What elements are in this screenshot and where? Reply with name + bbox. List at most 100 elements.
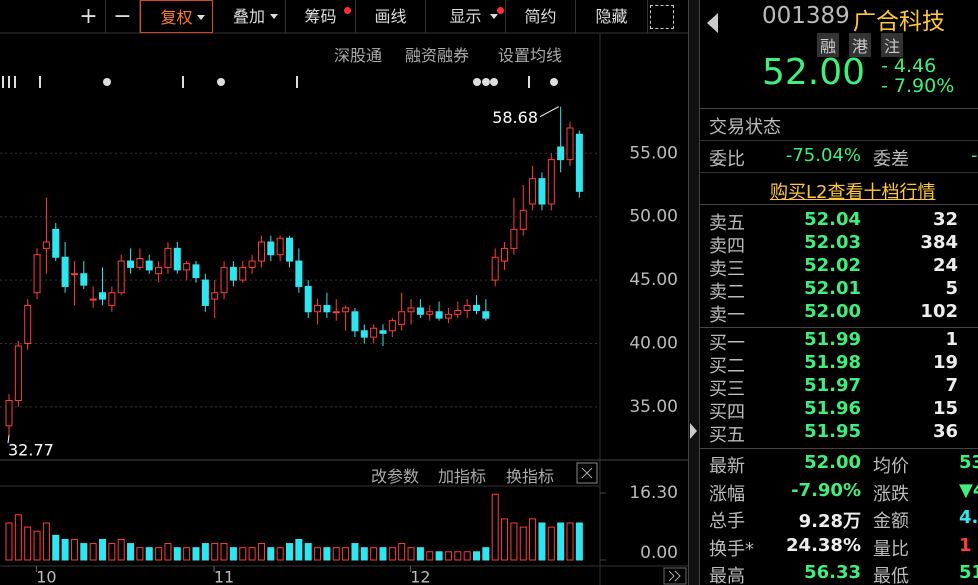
book-price: 52.04 xyxy=(804,209,861,230)
volume-bar xyxy=(229,547,237,561)
volume-bar xyxy=(510,522,518,561)
annotation-arrow xyxy=(539,106,559,118)
candle-body xyxy=(173,247,181,271)
sub-menu[interactable]: 融资融券 xyxy=(405,46,470,65)
l2-link[interactable]: 购买L2查看十档行情 xyxy=(770,182,936,203)
candle-body xyxy=(473,304,480,311)
volume-bar xyxy=(435,551,443,561)
label: 委差 xyxy=(873,149,909,170)
candle-body xyxy=(519,209,527,230)
volume-bar xyxy=(14,514,22,561)
volume-bar xyxy=(304,543,312,561)
volume-bar xyxy=(192,547,200,561)
volume-bar xyxy=(155,547,163,561)
candle-body xyxy=(108,292,116,306)
divider xyxy=(699,172,978,173)
event-markers xyxy=(2,76,558,88)
divider xyxy=(699,108,978,109)
stat-value: 52.00 xyxy=(804,452,861,473)
stat-value: 51 xyxy=(959,562,978,583)
close-icon xyxy=(581,467,593,479)
candle-body xyxy=(342,307,350,313)
book-volume: 24 xyxy=(932,255,958,276)
toolbar-button[interactable]: 叠加 xyxy=(213,0,286,33)
volume-bar xyxy=(426,551,434,561)
candle-body xyxy=(164,247,172,268)
volume-bar xyxy=(145,547,153,561)
divider xyxy=(699,448,978,449)
toolbar-button[interactable]: 简约 xyxy=(506,0,576,33)
volume-bar xyxy=(33,530,41,561)
candle-body xyxy=(192,264,200,279)
indicator-menu[interactable]: 加指标 xyxy=(438,467,487,486)
candle-body xyxy=(360,330,368,338)
candle-body xyxy=(454,309,462,315)
label: 委比 xyxy=(709,149,745,170)
y-tick-label: 55.00 xyxy=(629,143,678,163)
candle-body xyxy=(566,127,574,161)
close-button[interactable] xyxy=(576,462,598,484)
book-volume: 5 xyxy=(945,278,958,299)
volume-bar xyxy=(61,538,69,561)
toolbar-button[interactable]: 复权 xyxy=(140,0,213,33)
collapse-bar[interactable] xyxy=(689,0,700,585)
candle-body xyxy=(155,266,163,275)
toolbar-button[interactable]: 隐藏 xyxy=(576,0,648,33)
toolbar-button[interactable]: 画线 xyxy=(356,0,426,33)
candle-body xyxy=(99,292,106,300)
volume-bar xyxy=(286,543,293,561)
stat-value: 4.9 xyxy=(959,507,978,528)
candle-body xyxy=(547,159,555,205)
indicator-menu[interactable]: 改参数 xyxy=(371,467,420,486)
value: -75.04% xyxy=(785,145,861,166)
badge-dot xyxy=(344,7,351,14)
book-label: 卖四 xyxy=(709,236,745,257)
book-price: 51.99 xyxy=(804,329,861,350)
divider xyxy=(699,140,978,141)
x-tick-label: 11 xyxy=(214,568,234,585)
change-pct: - 7.90% xyxy=(881,75,955,97)
tag: 港 xyxy=(849,33,872,57)
candle-body xyxy=(239,266,247,281)
fullscreen-button[interactable] xyxy=(650,5,674,29)
candle-body xyxy=(435,311,443,319)
candle-body xyxy=(183,263,191,271)
candle-body xyxy=(529,178,537,205)
toolbar-button[interactable]: − xyxy=(106,0,140,33)
dropdown-icon xyxy=(270,14,278,19)
volume-bar xyxy=(501,518,509,561)
candle-body xyxy=(24,304,32,344)
stock-name: 广合科技 xyxy=(853,9,945,35)
book-label: 卖二 xyxy=(709,282,745,303)
stat-label: 总手 xyxy=(709,511,745,532)
book-label: 买二 xyxy=(709,356,745,377)
volume-bar xyxy=(323,547,331,561)
tag: 注 xyxy=(881,33,904,57)
volume-bar xyxy=(52,534,60,561)
stat-label: 最低 xyxy=(873,566,909,585)
x-tick-label: 10 xyxy=(36,568,56,585)
annotation-arrow xyxy=(7,435,10,444)
candle-body xyxy=(257,241,265,262)
volume-bar xyxy=(24,526,32,561)
volume-bar xyxy=(388,547,396,561)
book-price: 51.98 xyxy=(804,352,861,373)
badge-dot xyxy=(497,7,504,14)
volume-bar xyxy=(360,547,368,561)
sub-menu[interactable]: 设置均线 xyxy=(498,46,563,65)
toolbar-button[interactable]: 筹码 xyxy=(286,0,356,33)
toolbar-button[interactable]: 显示 xyxy=(426,0,506,33)
candle-body xyxy=(229,266,237,281)
book-label: 买四 xyxy=(709,402,745,423)
back-arrow[interactable] xyxy=(707,13,718,33)
stat-label: 涨跌 xyxy=(873,483,909,505)
volume-bar xyxy=(482,547,490,561)
sub-menu[interactable]: 深股通 xyxy=(334,46,383,65)
stat-label: 涨幅 xyxy=(709,483,745,505)
volume-bar xyxy=(108,543,116,561)
scroll-button[interactable] xyxy=(663,567,687,585)
book-volume: 15 xyxy=(932,398,958,419)
indicator-menu[interactable]: 换指标 xyxy=(506,467,555,486)
dropdown-icon xyxy=(490,14,498,19)
toolbar-button[interactable]: + xyxy=(72,0,106,33)
